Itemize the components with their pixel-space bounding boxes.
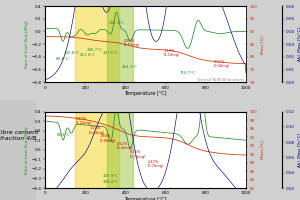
Text: Universal TA SA TA Instruments: Universal TA SA TA Instruments xyxy=(197,78,244,82)
Y-axis label: Mass [%]: Mass [%] xyxy=(260,140,264,159)
Text: 2.95%
(2.57mg): 2.95% (2.57mg) xyxy=(123,39,140,47)
Text: 0.16%
(0.71mg): 0.16% (0.71mg) xyxy=(129,150,146,159)
Text: 335.2°C: 335.2°C xyxy=(108,21,124,25)
Bar xyxy=(107,6,134,82)
Text: 246.7°C: 246.7°C xyxy=(87,48,103,52)
Bar xyxy=(107,112,134,188)
Text: 211.4°C: 211.4°C xyxy=(80,53,95,57)
Text: 424.2°C: 424.2°C xyxy=(122,65,138,69)
Text: 328.4°C: 328.4°C xyxy=(103,180,119,184)
Text: 1.04%
(0.24mg): 1.04% (0.24mg) xyxy=(89,126,106,135)
Y-axis label: Mass [%]: Mass [%] xyxy=(260,35,264,54)
X-axis label: Temperature [°C]: Temperature [°C] xyxy=(124,197,167,200)
Y-axis label: Abl. Mass [%/°C]: Abl. Mass [%/°C] xyxy=(298,133,300,167)
Text: 89.4°C: 89.4°C xyxy=(56,57,70,61)
Text: 325.9°C: 325.9°C xyxy=(103,174,118,178)
Text: 2.47%
(0.70mg): 2.47% (0.70mg) xyxy=(148,160,164,168)
Text: 1.80%
(0.06mg): 1.80% (0.06mg) xyxy=(99,134,116,143)
Text: 130.8°C: 130.8°C xyxy=(63,51,79,55)
X-axis label: Temperature [°C]: Temperature [°C] xyxy=(124,91,167,96)
Y-axis label: Rate of heat flow [W/g]: Rate of heat flow [W/g] xyxy=(25,20,29,68)
Text: 1.57%
(0.42mg): 1.57% (0.42mg) xyxy=(214,60,230,68)
Text: 0.47%
(1.24mg): 0.47% (1.24mg) xyxy=(76,117,92,125)
Text: 327.5°C: 327.5°C xyxy=(103,51,119,55)
Y-axis label: Rate of heat flow [W/g]: Rate of heat flow [W/g] xyxy=(25,126,29,174)
Bar xyxy=(75,112,119,188)
Text: 1.10%
(1.10mg): 1.10% (1.10mg) xyxy=(164,49,180,57)
Y-axis label: Abl. Mass [%/°C]: Abl. Mass [%/°C] xyxy=(298,27,300,61)
Text: Fibre cement
fraction 4/8: Fibre cement fraction 4/8 xyxy=(0,130,39,140)
Text: 89.4°C: 89.4°C xyxy=(56,133,70,137)
Bar xyxy=(75,6,119,82)
Text: 2.52%
(0.42mg): 2.52% (0.42mg) xyxy=(116,142,133,150)
Text: 710.7°C: 710.7°C xyxy=(180,71,196,75)
